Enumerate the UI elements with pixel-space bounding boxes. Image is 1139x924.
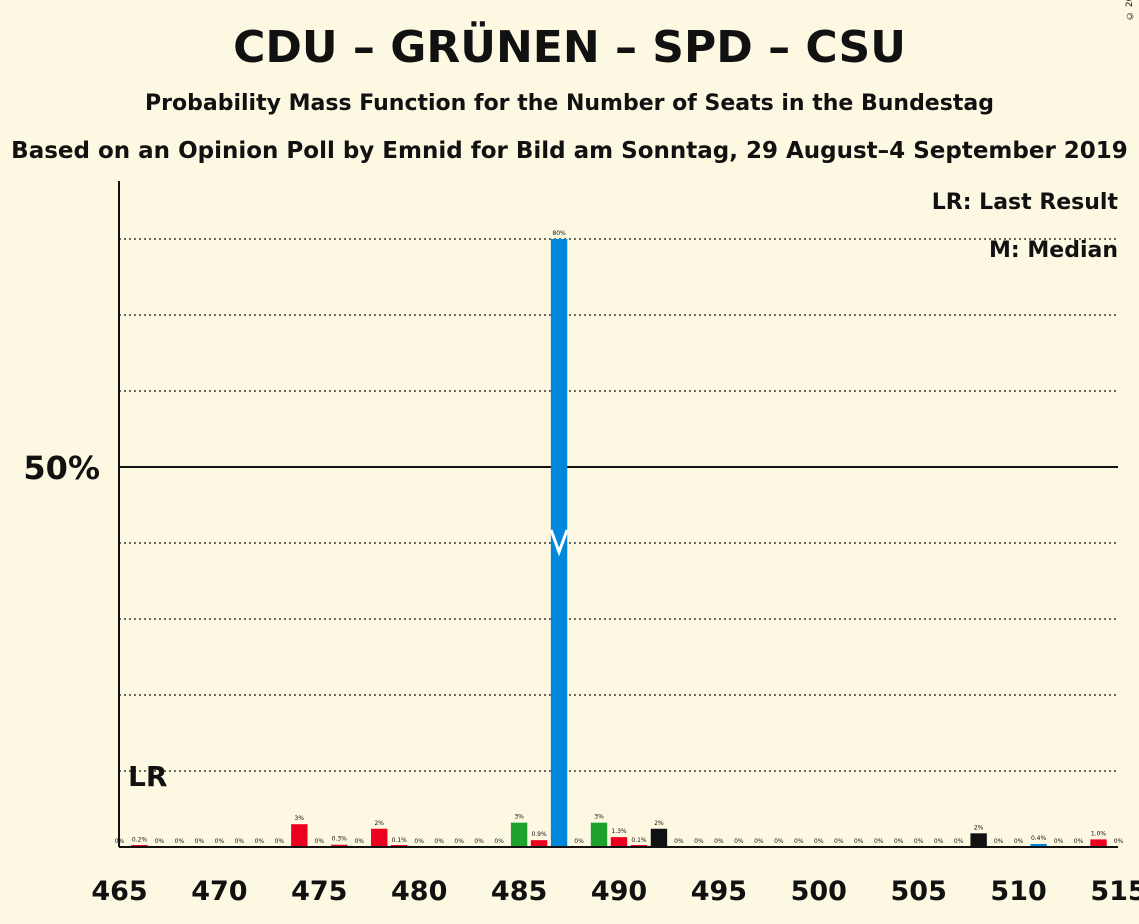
bar-490: [590, 822, 608, 847]
bar-label-475: 3%: [295, 815, 305, 822]
bar-label-501: 0%: [814, 838, 824, 845]
bar-label-503: 0%: [854, 838, 864, 845]
bar-label-500: 0%: [794, 838, 804, 845]
x-tick-label-500: 500: [791, 876, 847, 907]
legend-last-result: LR: Last Result: [932, 190, 1119, 215]
chart-title: CDU – GRÜNEN – SPD – CSU: [233, 22, 906, 73]
median-marker: [549, 529, 569, 557]
bar-label-515: 1.0%: [1091, 830, 1107, 837]
bar-label-492: 0.1%: [631, 837, 647, 844]
bar-label-502: 0%: [834, 838, 844, 845]
x-tick-label-485: 485: [491, 876, 547, 907]
bar-515: [1090, 839, 1107, 847]
bar-label-486: 3%: [514, 814, 524, 821]
bar-label-483: 0%: [454, 838, 464, 845]
gridlines: [119, 238, 1118, 772]
bar-475: [291, 824, 308, 847]
x-tick-label-505: 505: [891, 876, 947, 907]
x-tick-label-465: 465: [91, 876, 147, 907]
bar-label-491: 1.3%: [611, 828, 627, 835]
x-tick-label-470: 470: [191, 876, 247, 907]
bar-label-513: 0%: [1054, 838, 1064, 845]
x-tick-label-515: 515: [1090, 876, 1139, 907]
bar-label-488: 80%: [552, 230, 566, 237]
y-tick-label-50: 50%: [23, 449, 100, 487]
bar-label-499: 0%: [774, 838, 784, 845]
x-tick-label-490: 490: [591, 876, 647, 907]
bar-label-494: 0%: [674, 838, 684, 845]
bar-label-472: 0%: [235, 838, 245, 845]
bar-value-labels: 0% 0.2% 0% 0% 0% 0% 0% 0% 0% 3% 0% 0.3% 0% 2% 0.1% 0% 0%…: [115, 230, 1124, 845]
bar-493: [650, 828, 668, 847]
bar-label-512: 0.4%: [1031, 835, 1047, 842]
last-result-marker: LR: [128, 760, 167, 793]
bar-486: [510, 822, 528, 847]
bar-label-507: 0%: [934, 838, 944, 845]
bar-label-480: 0.1%: [392, 837, 408, 844]
bar-label-496: 0%: [714, 838, 724, 845]
axes-group: 50% 465 470 475 480 485 490 495 500 505 510 515: [23, 181, 1139, 907]
x-tick-label-475: 475: [291, 876, 347, 907]
bar-label-468: 0%: [155, 838, 165, 845]
bar-512: [1030, 843, 1047, 847]
bar-label-497: 0%: [734, 838, 744, 845]
bar-509: [970, 833, 987, 847]
x-tick-label-495: 495: [691, 876, 747, 907]
bar-label-473: 0%: [255, 838, 265, 845]
x-tick-label-480: 480: [391, 876, 447, 907]
bar-label-495: 0%: [694, 838, 704, 845]
x-tick-label-510: 510: [990, 876, 1046, 907]
legend-median: M: Median: [989, 238, 1118, 263]
bar-477: [331, 844, 348, 847]
bar-label-471: 0%: [215, 838, 225, 845]
bar-488: [550, 239, 568, 847]
bar-label-489: 0%: [574, 838, 584, 845]
bar-label-514: 0%: [1074, 838, 1084, 845]
bar-label-478: 0%: [354, 838, 364, 845]
bar-label-470: 0%: [195, 838, 205, 845]
bar-label-490: 3%: [594, 814, 604, 821]
bar-label-498: 0%: [754, 838, 764, 845]
bar-label-504: 0%: [874, 838, 884, 845]
bar-label-505: 0%: [894, 838, 904, 845]
bar-label-474: 0%: [275, 838, 285, 845]
chart-subtitle: Probability Mass Function for the Number…: [145, 91, 994, 116]
bar-label-506: 0%: [914, 838, 924, 845]
bar-label-467: 0.2%: [132, 836, 148, 843]
bar-label-481: 0%: [414, 838, 424, 845]
bar-label-509: 2%: [974, 824, 984, 831]
bar-label-516: 0%: [1114, 838, 1124, 845]
bar-label-508: 0%: [954, 838, 964, 845]
bar-label-479: 2%: [374, 820, 384, 827]
bar-label-484: 0%: [474, 838, 484, 845]
bar-label-493: 2%: [654, 820, 664, 827]
bar-label-485: 0%: [494, 838, 504, 845]
bar-label-482: 0%: [434, 838, 444, 845]
bar-487: [530, 840, 548, 847]
bar-479: [371, 828, 388, 847]
bar-label-511: 0%: [1014, 838, 1024, 845]
bar-label-510: 0%: [994, 838, 1004, 845]
bar-491: [610, 837, 628, 847]
chart-subtitle-poll: Based on an Opinion Poll by Emnid for Bi…: [11, 138, 1128, 164]
bar-label-476: 0%: [315, 838, 325, 845]
bar-label-469: 0%: [175, 838, 185, 845]
bar-label-477: 0.3%: [332, 836, 348, 843]
bar-label-487: 0.9%: [531, 831, 547, 838]
